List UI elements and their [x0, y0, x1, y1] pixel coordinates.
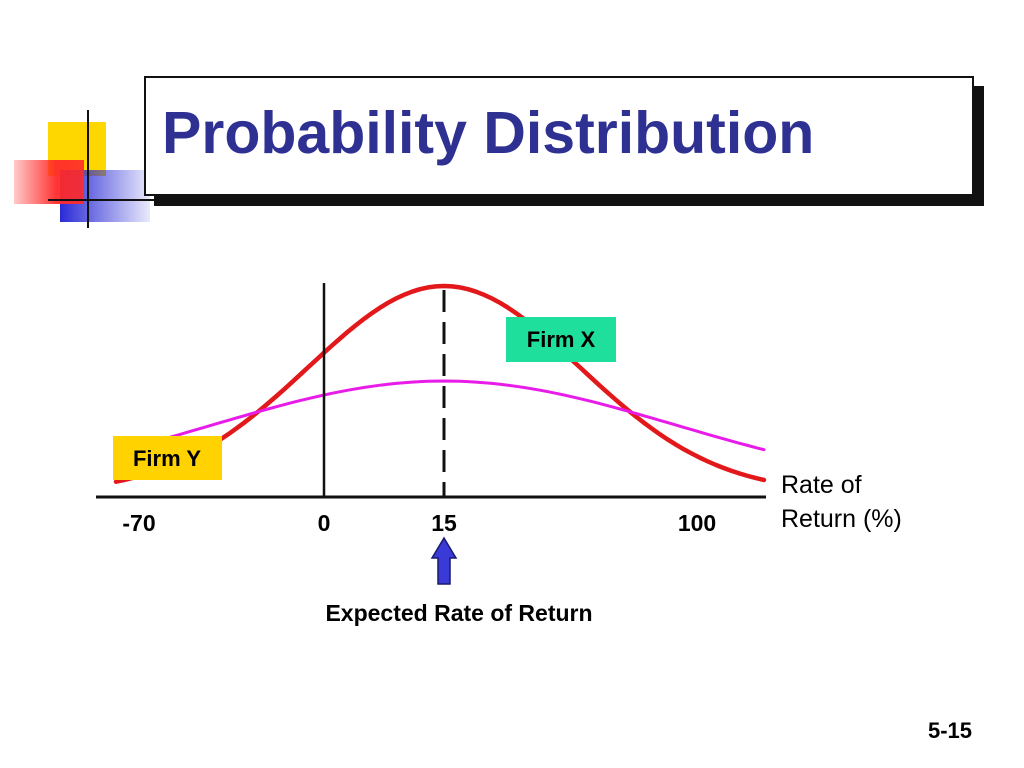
x-tick-label: 15	[431, 510, 457, 536]
x-axis-label-line: Return (%)	[781, 505, 902, 533]
expected-return-label: Expected Rate of Return	[325, 600, 592, 626]
series-line-firm-x	[113, 283, 767, 484]
firm-x-label: Firm X	[527, 327, 596, 352]
firm-y-label-bg	[113, 436, 222, 480]
series-line-firm-y	[114, 379, 766, 454]
expected-return-arrow	[430, 536, 458, 585]
x-tick-label: 0	[318, 510, 331, 536]
firm-x-label-bg	[506, 317, 616, 362]
x-tick-label: 100	[678, 510, 716, 536]
x-axis-label-line: Rate of	[781, 471, 862, 499]
x-tick-label: -70	[122, 510, 155, 536]
firm-y-label: Firm Y	[133, 446, 201, 471]
labels-layer: -70 0 15 100 Rate of Return (%) Firm X Firm Y Ex…	[113, 317, 902, 626]
slide-title: Probability Distribution	[162, 100, 815, 166]
slide-logo	[14, 110, 160, 228]
title-box: Probability Distribution	[144, 76, 974, 196]
slide-number: 5-15	[927, 718, 972, 743]
curves-layer	[113, 283, 767, 484]
axes-layer	[96, 283, 766, 499]
logo-red-block	[14, 160, 84, 204]
